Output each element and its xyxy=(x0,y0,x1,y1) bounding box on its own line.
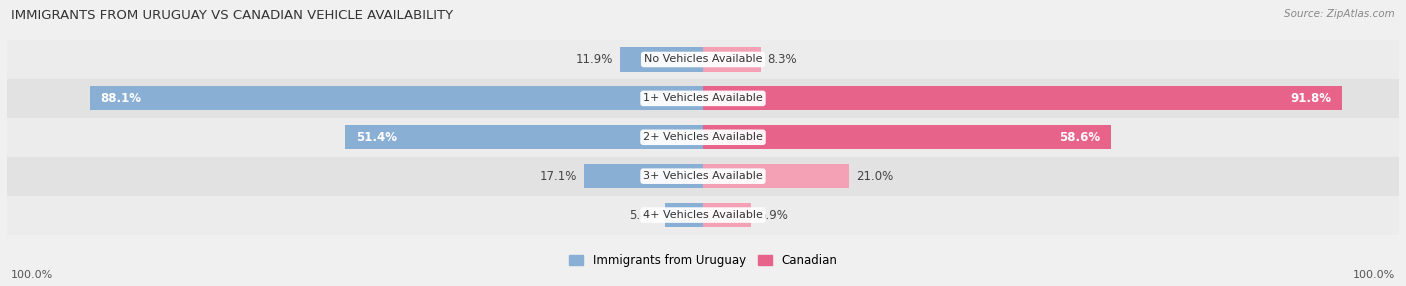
Bar xyxy=(7,79,1399,118)
Bar xyxy=(7,118,1399,157)
Bar xyxy=(620,47,703,72)
Text: 5.4%: 5.4% xyxy=(628,208,658,222)
Bar xyxy=(703,47,761,72)
Text: 3+ Vehicles Available: 3+ Vehicles Available xyxy=(643,171,763,181)
Text: 8.3%: 8.3% xyxy=(768,53,797,66)
Text: 4+ Vehicles Available: 4+ Vehicles Available xyxy=(643,210,763,220)
Text: 100.0%: 100.0% xyxy=(11,270,53,280)
Text: 91.8%: 91.8% xyxy=(1291,92,1331,105)
Text: 17.1%: 17.1% xyxy=(540,170,576,183)
Bar xyxy=(90,86,703,110)
Bar xyxy=(703,86,1341,110)
Text: 51.4%: 51.4% xyxy=(356,131,396,144)
Bar xyxy=(7,196,1399,235)
Bar xyxy=(703,164,849,188)
Text: 2+ Vehicles Available: 2+ Vehicles Available xyxy=(643,132,763,142)
Bar xyxy=(346,125,703,149)
Text: 100.0%: 100.0% xyxy=(1353,270,1395,280)
Text: 1+ Vehicles Available: 1+ Vehicles Available xyxy=(643,94,763,103)
Text: 21.0%: 21.0% xyxy=(856,170,893,183)
Legend: Immigrants from Uruguay, Canadian: Immigrants from Uruguay, Canadian xyxy=(564,249,842,271)
Bar xyxy=(7,40,1399,79)
Text: 88.1%: 88.1% xyxy=(100,92,141,105)
Bar xyxy=(703,125,1111,149)
Text: Source: ZipAtlas.com: Source: ZipAtlas.com xyxy=(1284,9,1395,19)
Bar xyxy=(583,164,703,188)
Text: 58.6%: 58.6% xyxy=(1059,131,1101,144)
Text: No Vehicles Available: No Vehicles Available xyxy=(644,55,762,64)
Bar xyxy=(7,157,1399,196)
Text: 6.9%: 6.9% xyxy=(758,208,787,222)
Text: IMMIGRANTS FROM URUGUAY VS CANADIAN VEHICLE AVAILABILITY: IMMIGRANTS FROM URUGUAY VS CANADIAN VEHI… xyxy=(11,9,453,21)
Bar xyxy=(703,203,751,227)
Bar xyxy=(665,203,703,227)
Text: 11.9%: 11.9% xyxy=(576,53,613,66)
